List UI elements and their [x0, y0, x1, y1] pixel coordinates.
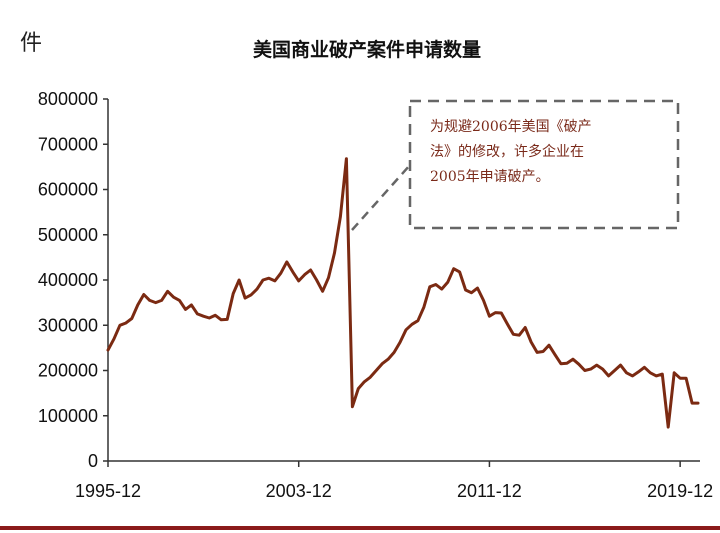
unit-label: 件 [20, 31, 42, 56]
annotation-box [408, 99, 680, 230]
annotation-line-1: 为规避2006年美国《破产 [430, 119, 592, 135]
annotation-callout: 为规避2006年美国《破产 法》的修改，许多企业在 2005年申请破产。 [351, 99, 680, 231]
y-axis: 0 100000 200000 300000 400000 500000 600000 700… [38, 89, 109, 471]
x-tick-label: 2019-12 [647, 481, 713, 501]
x-tick-label: 1995-12 [75, 481, 141, 501]
annotation-line-3: 2005年申请破产。 [430, 169, 550, 185]
x-tick-label: 2011-12 [457, 481, 522, 501]
x-tick-label: 2003-12 [266, 481, 332, 501]
chart-title: 美国商业破产案件申请数量 [253, 38, 481, 61]
x-axis: 1995-12 2003-12 2011-12 2019-12 [75, 460, 713, 501]
y-tick-label: 500000 [38, 225, 98, 245]
y-tick-label: 600000 [38, 180, 98, 200]
y-tick-label: 700000 [38, 134, 98, 154]
bottom-border [0, 526, 720, 530]
y-tick-label: 200000 [38, 361, 98, 381]
y-tick-label: 800000 [38, 89, 98, 109]
annotation-leader-line [351, 164, 411, 231]
series-line [106, 157, 700, 429]
y-tick-label: 0 [88, 451, 98, 471]
annotation-line-2: 法》的修改，许多企业在 [430, 143, 584, 160]
y-tick-label: 400000 [38, 270, 98, 290]
y-tick-label: 300000 [38, 315, 98, 335]
y-tick-label: 100000 [38, 406, 98, 426]
